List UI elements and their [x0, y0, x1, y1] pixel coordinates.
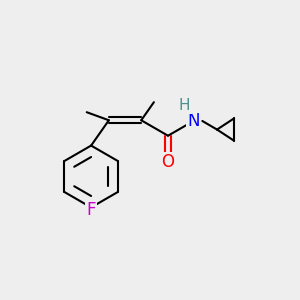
Text: O: O [161, 153, 175, 171]
Text: F: F [86, 201, 96, 219]
Text: H: H [179, 98, 190, 113]
Text: N: N [187, 112, 200, 130]
